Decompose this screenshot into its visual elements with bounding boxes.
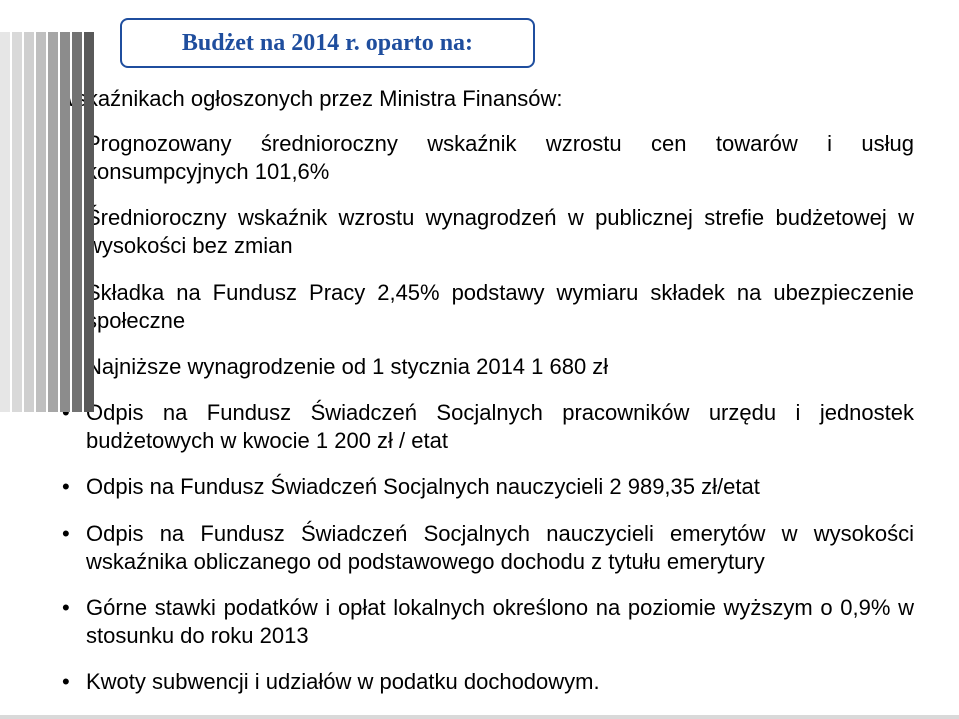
- list-item: Prognozowany średnioroczny wskaźnik wzro…: [86, 130, 914, 186]
- slide-title: Budżet na 2014 r. oparto na:: [120, 18, 535, 68]
- list-item: Odpis na Fundusz Świadczeń Socjalnych na…: [86, 473, 914, 501]
- list-item: Najniższe wynagrodzenie od 1 stycznia 20…: [86, 353, 914, 381]
- list-item: Górne stawki podatków i opłat lokalnych …: [86, 594, 914, 650]
- content-region: wskaźnikach ogłoszonych przez Ministra F…: [60, 86, 914, 714]
- list-item: Odpis na Fundusz Świadczeń Socjalnych pr…: [86, 399, 914, 455]
- footer-divider: [0, 715, 959, 719]
- lead-text: wskaźnikach ogłoszonych przez Ministra F…: [60, 86, 914, 112]
- list-item: Kwoty subwencji i udziałów w podatku doc…: [86, 668, 914, 696]
- list-item: Składka na Fundusz Pracy 2,45% podstawy …: [86, 279, 914, 335]
- bullet-list: Prognozowany średnioroczny wskaźnik wzro…: [60, 130, 914, 696]
- list-item: Odpis na Fundusz Świadczeń Socjalnych na…: [86, 520, 914, 576]
- list-item: Średnioroczny wskaźnik wzrostu wynagrodz…: [86, 204, 914, 260]
